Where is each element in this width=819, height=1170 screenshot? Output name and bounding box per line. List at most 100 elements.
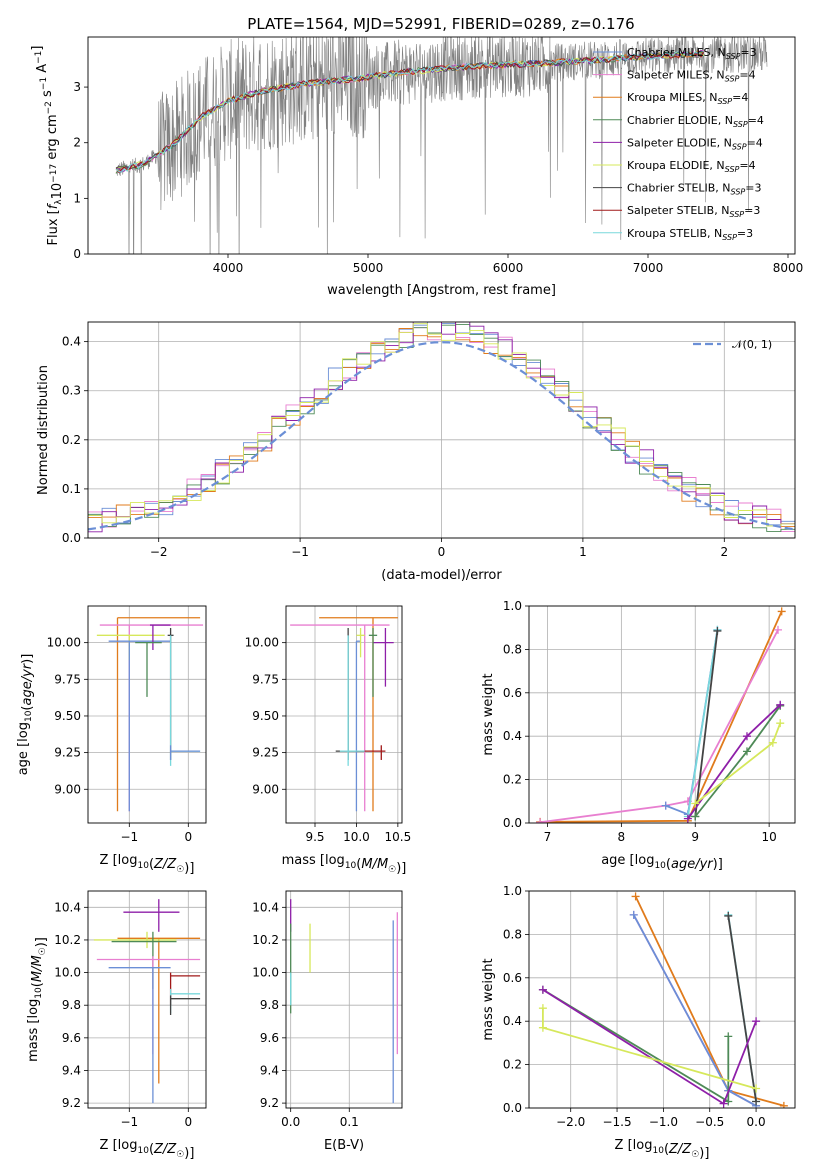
x-tick-label: 8000 <box>773 261 804 275</box>
y-tick-label: 10.2 <box>54 933 81 947</box>
y-tick-label: 0.3 <box>62 384 81 398</box>
point-marker <box>691 799 700 808</box>
y-tick-label: 0.2 <box>62 433 81 447</box>
y-tick-label: 0.8 <box>503 642 522 656</box>
x-tick-label: 1 <box>579 545 587 559</box>
series-line <box>542 988 757 1106</box>
y-tick-label: 0.2 <box>503 1058 522 1072</box>
y-tick-label: 9.2 <box>62 1096 81 1110</box>
y-axis-label: mass [log10(M/M☉)] <box>26 937 49 1062</box>
error-bar-kroupa-stelib <box>169 988 201 1014</box>
point-marker <box>683 814 692 823</box>
normal-curve <box>88 341 795 531</box>
mass-weight-series-chabrier-stelib <box>724 911 761 1106</box>
x-tick-label: −0.5 <box>695 1115 724 1129</box>
point-marker <box>768 738 777 747</box>
x-tick-label: −2 <box>150 545 168 559</box>
y-tick-label: 9.4 <box>260 1063 279 1077</box>
y-tick-label: 10.00 <box>245 636 279 650</box>
x-tick-label: 0 <box>184 1115 192 1129</box>
point-marker <box>777 607 786 616</box>
y-tick-label: 3 <box>73 80 81 94</box>
y-tick-label: 0.4 <box>503 1014 522 1028</box>
axes-frame <box>87 890 207 1109</box>
series-line <box>665 629 719 816</box>
mass-weight-series-chabrier-elodie <box>691 701 785 821</box>
series-line <box>632 914 757 1107</box>
point-marker <box>752 1017 761 1026</box>
point-marker <box>538 1023 547 1032</box>
axes-spectrum: 4000 5000 6000 7000 8000 0 1 2 3 Chabrier MILES, … <box>30 36 804 298</box>
legend-label: Salpeter STELIB, NSSP=3 <box>627 204 760 219</box>
x-tick-label: 10 <box>761 830 776 844</box>
x-tick-label: 9 <box>691 830 699 844</box>
mass-weight-series-salpeter-miles <box>629 910 761 1108</box>
legend-label: Salpeter ELODIE, NSSP=4 <box>627 136 763 151</box>
error-bar-chabrier-elodie <box>368 627 378 697</box>
plot-area-massweight-vs-age <box>536 607 786 823</box>
y-tick-label: 10.0 <box>54 966 81 980</box>
y-tick-label: 0.4 <box>503 729 522 743</box>
legend-label: Chabrier MILES, NSSP=3 <box>627 46 757 61</box>
error-bar-kroupa-elodie <box>356 627 365 658</box>
point-marker <box>719 1099 728 1108</box>
x-axis-label: wavelength [Angstrom, rest frame] <box>327 283 556 298</box>
x-tick-label: 6000 <box>493 261 524 275</box>
axes-residuals: −2 −1 0 1 2 0.0 0.1 0.2 0.3 0.4 𝒩(0, 1) (data-model… <box>36 321 796 583</box>
plot-area-mass-vs-Z <box>93 899 201 1104</box>
y-tick-label: 9.50 <box>252 709 279 723</box>
axes-frame <box>528 605 796 824</box>
residual-histogram-chabrier-miles <box>88 322 795 526</box>
x-tick-label: 4000 <box>213 261 244 275</box>
axes-frame <box>87 605 207 824</box>
error-bar-salpeter-elodie <box>123 899 180 932</box>
point-marker <box>691 812 700 821</box>
y-tick-label: 0.0 <box>62 531 81 545</box>
y-tick-label: 9.8 <box>62 998 81 1012</box>
x-tick-label: 7000 <box>633 261 664 275</box>
y-tick-label: 9.25 <box>252 746 279 760</box>
x-axis-label: Z [log10(Z/Z☉)] <box>615 1138 710 1161</box>
series-line <box>542 1008 757 1090</box>
x-tick-label: 10.0 <box>343 830 370 844</box>
error-bar-salpeter-elodie <box>373 627 394 687</box>
y-tick-label: 9.00 <box>252 782 279 796</box>
residual-histogram-salpeter-elodie <box>88 322 795 533</box>
series-line <box>632 914 757 1107</box>
y-tick-label: 1.0 <box>503 599 522 613</box>
x-tick-label: 7 <box>544 830 552 844</box>
x-axis-label: Z [log10(Z/Z☉)] <box>100 1138 195 1161</box>
y-tick-label: 10.4 <box>252 900 279 914</box>
error-bar-kroupa-miles <box>116 617 201 812</box>
error-bar-kroupa-stelib <box>169 635 201 766</box>
mass-weight-series-salpeter-elodie <box>683 700 785 823</box>
y-tick-label: 1 <box>73 191 81 205</box>
axes-mass-vs-EBV: 0.0 0.1 9.2 9.4 9.6 9.8 10.0 10.2 10.4 E(B-V) <box>252 890 403 1153</box>
error-bar-salpeter-miles <box>290 624 390 812</box>
y-tick-label: 0.4 <box>62 335 81 349</box>
axes-mass-vs-Z: −1 0 9.2 9.4 9.6 9.8 10.0 10.2 10.4 Z [log10(Z/Z☉… <box>26 890 207 1161</box>
point-marker <box>713 626 722 635</box>
error-bar-chabrier-miles <box>169 745 201 760</box>
y-tick-label: 0.6 <box>503 971 522 985</box>
point-marker <box>779 1101 788 1108</box>
axes-age-vs-Z: −1 0 9.00 9.25 9.50 9.75 10.00 Z [log10(Z/Z☉)] a… <box>16 605 207 876</box>
mass-weight-series-kroupa-elodie <box>538 1004 761 1093</box>
error-bar-salpeter-miles <box>99 624 204 812</box>
error-bar-kroupa-elodie <box>96 634 165 661</box>
point-marker <box>776 700 785 709</box>
point-marker <box>742 732 751 741</box>
point-marker <box>752 1097 761 1106</box>
y-tick-label: 9.00 <box>54 782 81 796</box>
figure-title: PLATE=1564, MJD=52991, FIBERID=0289, z=0… <box>247 15 634 33</box>
y-tick-label: 9.75 <box>252 672 279 686</box>
legend-label: Kroupa ELODIE, NSSP=4 <box>627 159 756 174</box>
y-tick-label: 9.50 <box>54 709 81 723</box>
point-marker <box>538 985 547 994</box>
y-tick-label: 9.6 <box>260 1031 279 1045</box>
legend-label: Chabrier ELODIE, NSSP=4 <box>627 114 764 129</box>
x-tick-label: −1.5 <box>602 1115 631 1129</box>
plot-area-mass-vs-EBV <box>290 899 398 1104</box>
x-axis-label: mass [log10(M/M☉)] <box>282 853 407 876</box>
y-tick-label: 10.0 <box>252 966 279 980</box>
